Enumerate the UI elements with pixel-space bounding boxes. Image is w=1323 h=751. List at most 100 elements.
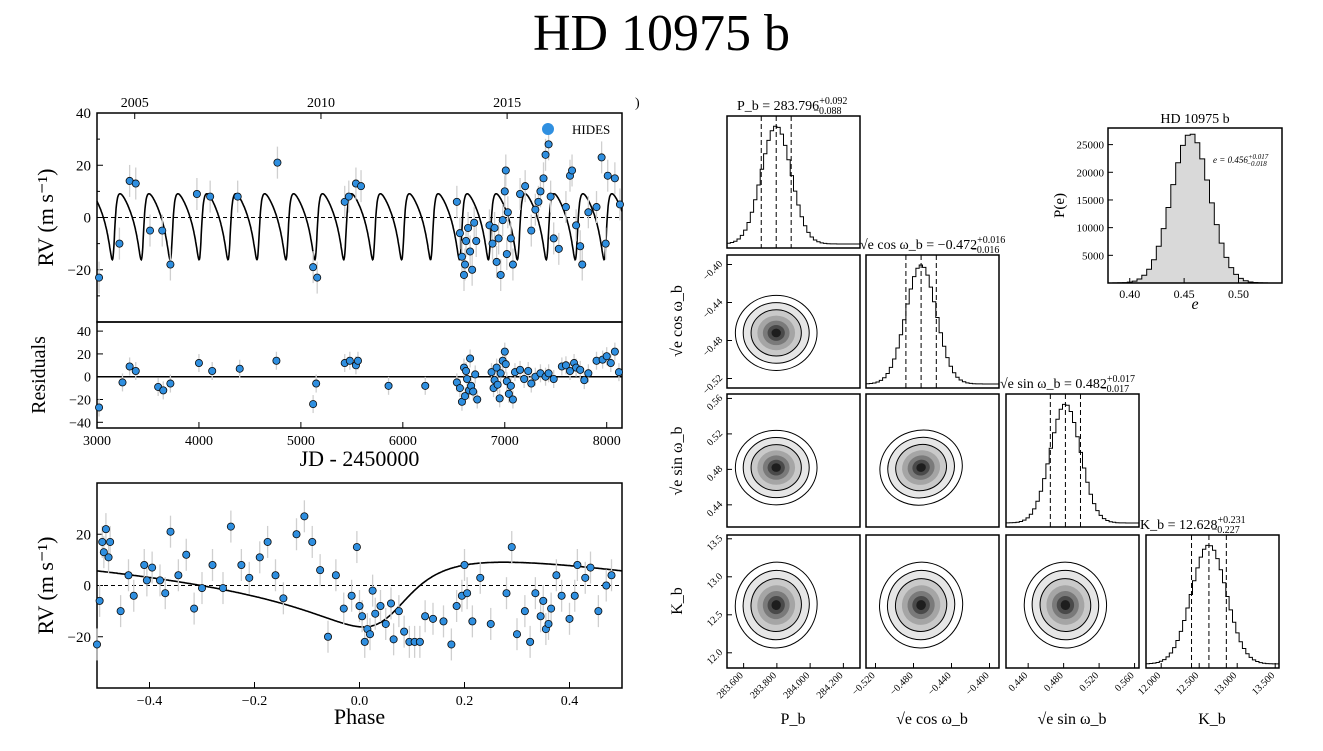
residual-point — [384, 381, 393, 390]
rv-point — [340, 197, 349, 206]
residual-point — [471, 370, 480, 379]
ecc-xtick-label: 0.45 — [1174, 287, 1195, 301]
rv-ytick-label: 20 — [76, 158, 91, 174]
residual-point — [131, 367, 140, 376]
phase-point — [573, 561, 582, 570]
residual-point — [501, 360, 510, 369]
phase-point — [106, 537, 115, 546]
corner-density-contour — [916, 600, 926, 611]
corner-title-upper: +0.016 — [977, 235, 1005, 246]
residual-point — [602, 352, 611, 361]
residual-point — [544, 369, 553, 378]
residual-point — [166, 379, 175, 388]
rv-point — [578, 260, 587, 269]
rv-point — [536, 187, 545, 196]
rv-point — [568, 166, 577, 175]
phase-point — [148, 563, 157, 572]
rv-point — [492, 257, 501, 266]
rv-ylabel: RV (m s⁻¹) — [33, 169, 58, 267]
residual-point — [309, 400, 318, 409]
corner-histogram — [1005, 403, 1140, 527]
rv-point — [546, 192, 555, 201]
phase-point — [368, 586, 377, 595]
corner-title-upper: +0.017 — [1107, 374, 1135, 385]
ecc-annotation: e = 0.456+0.017 −0.018 — [1213, 153, 1269, 168]
phase-point — [161, 589, 170, 598]
corner-xtick-label: 12.000 — [1136, 670, 1163, 697]
residuals-axes-frame — [96, 321, 623, 429]
corner-histogram — [726, 125, 861, 248]
residual-point — [492, 363, 501, 372]
rv-point — [457, 252, 466, 261]
phase-xtick-label: −0.4 — [137, 694, 162, 709]
phase-point — [381, 619, 390, 628]
phase-point — [400, 627, 409, 636]
phase-point — [421, 612, 430, 621]
rv-point — [273, 158, 282, 167]
corner-title: √e sin ω_b = 0.482+0.017 −0.017 — [1000, 374, 1135, 395]
ecc-ytick-label: 5000 — [1082, 250, 1105, 262]
phase-point — [460, 561, 469, 570]
rv-point — [516, 189, 525, 198]
residual-point — [208, 367, 217, 376]
residual-point — [125, 362, 134, 371]
ecc-ytick-label: 20000 — [1077, 167, 1105, 179]
phase-point — [358, 612, 367, 621]
phase-point — [570, 591, 579, 600]
ecc-histogram-bars — [1108, 133, 1282, 284]
phase-point — [607, 571, 616, 580]
phase-point — [99, 548, 108, 557]
phase-point — [166, 527, 175, 536]
phase-point — [536, 612, 545, 621]
phase-point — [182, 550, 191, 559]
residuals-xtick-label: 5000 — [287, 434, 315, 449]
residual-point — [496, 369, 505, 378]
rv-point — [494, 234, 503, 243]
phase-point — [218, 584, 227, 593]
residuals-ytick-label: 0 — [84, 371, 91, 386]
phase-point — [452, 602, 461, 611]
residual-point — [508, 395, 517, 404]
phase-point — [507, 543, 516, 552]
residuals-xtick-label: 6000 — [389, 434, 417, 449]
phase-point — [116, 607, 125, 616]
rv-ytick-label: 0 — [84, 211, 92, 227]
residual-point — [549, 374, 558, 383]
residual-point — [504, 389, 513, 398]
corner-title-main: K_b = 12.628 — [1140, 518, 1218, 533]
phase-point — [339, 604, 348, 613]
rv-point — [466, 247, 475, 256]
residual-point — [614, 368, 623, 377]
phase-point — [101, 525, 110, 534]
phase-point — [245, 573, 254, 582]
rv-point — [527, 226, 536, 235]
phase-point — [323, 632, 332, 641]
corner-xtick-label: −0.440 — [926, 670, 954, 698]
residual-point — [194, 359, 203, 368]
phase-point — [468, 617, 477, 626]
residual-point — [493, 380, 502, 389]
rv-point — [462, 237, 471, 246]
phase-point — [557, 591, 566, 600]
residuals-panel: −40 −20 0 20 40 3000 4000 5000 6000 7000 8000 Resid… — [28, 321, 623, 471]
phase-point — [594, 607, 603, 616]
corner-xtick-label: 0.520 — [1078, 670, 1102, 694]
corner-histogram — [865, 264, 1000, 388]
phase-point — [300, 512, 309, 521]
residual-point — [345, 356, 354, 365]
phase-point — [513, 630, 522, 639]
rv-point — [488, 239, 497, 248]
phase-point — [255, 553, 264, 562]
rv-point — [472, 237, 481, 246]
phase-point — [104, 553, 113, 562]
phase-point — [190, 604, 199, 613]
phase-point — [347, 591, 356, 600]
corner-xtick-label: 0.440 — [1007, 670, 1031, 694]
phase-point — [376, 602, 385, 611]
residuals-xlabel: JD - 2450000 — [300, 446, 420, 471]
corner-xlabel: P_b — [781, 711, 806, 728]
phase-point — [526, 637, 535, 646]
residual-point — [520, 374, 529, 383]
phase-ylabel: RV (m s⁻¹) — [33, 537, 58, 635]
